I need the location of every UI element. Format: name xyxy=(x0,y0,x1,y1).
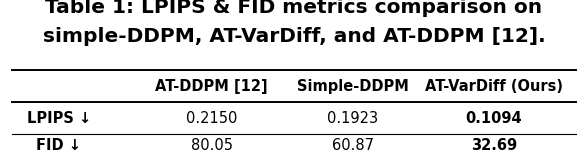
Text: 32.69: 32.69 xyxy=(471,138,517,152)
Text: 0.1923: 0.1923 xyxy=(328,111,378,126)
Text: FID ↓: FID ↓ xyxy=(36,138,81,152)
Text: 0.2150: 0.2150 xyxy=(186,111,238,126)
Text: Table 1: LPIPS & FID metrics comparison on: Table 1: LPIPS & FID metrics comparison … xyxy=(45,0,543,17)
Text: simple-DDPM, AT-VarDiff, and AT-DDPM [12].: simple-DDPM, AT-VarDiff, and AT-DDPM [12… xyxy=(43,27,545,46)
Text: 60.87: 60.87 xyxy=(332,138,374,152)
Text: Simple-DDPM: Simple-DDPM xyxy=(297,79,409,94)
Text: 80.05: 80.05 xyxy=(191,138,233,152)
Text: 0.1094: 0.1094 xyxy=(466,111,522,126)
Text: LPIPS ↓: LPIPS ↓ xyxy=(26,111,91,126)
Text: AT-DDPM [12]: AT-DDPM [12] xyxy=(155,79,268,94)
Text: AT-VarDiff (Ours): AT-VarDiff (Ours) xyxy=(425,79,563,94)
